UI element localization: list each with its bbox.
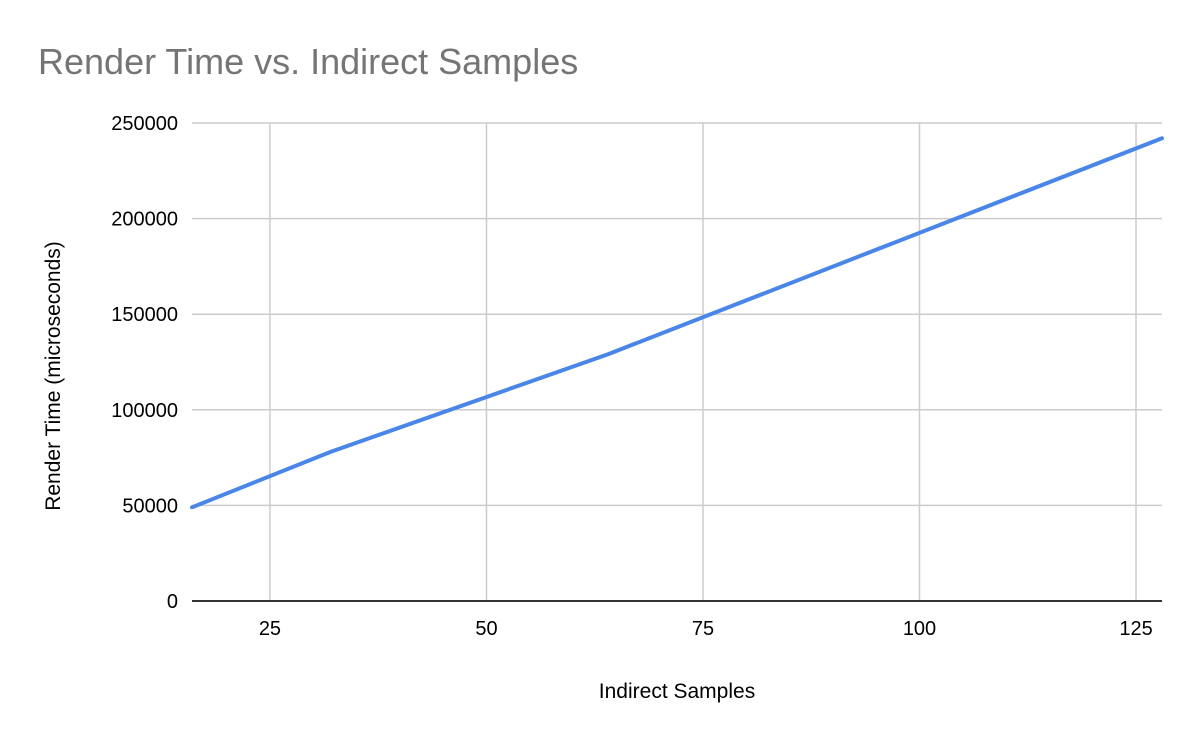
y-tick-label: 200000 [111, 209, 178, 231]
chart-title: Render Time vs. Indirect Samples [38, 41, 578, 82]
y-tick-label: 250000 [111, 113, 178, 135]
y-axis-tick-labels: 0 50000 100000 150000 200000 250000 [111, 113, 178, 613]
x-tick-label: 25 [259, 618, 281, 640]
x-axis-tick-labels: 25 50 75 100 125 [259, 618, 1153, 640]
y-tick-label: 0 [167, 591, 178, 613]
x-tick-label: 125 [1119, 618, 1152, 640]
series-layer [190, 136, 1164, 510]
x-axis-title: Indirect Samples [599, 680, 755, 703]
y-axis-title: Render Time (microseconds) [42, 241, 65, 511]
x-tick-label: 50 [475, 618, 497, 640]
x-tick-label: 100 [903, 618, 936, 640]
y-tick-label: 50000 [122, 495, 178, 517]
y-tick-label: 150000 [111, 304, 178, 326]
gridlines [192, 122, 1162, 601]
series-line [190, 136, 1164, 510]
x-tick-label: 75 [692, 618, 714, 640]
y-tick-label: 100000 [111, 400, 178, 422]
